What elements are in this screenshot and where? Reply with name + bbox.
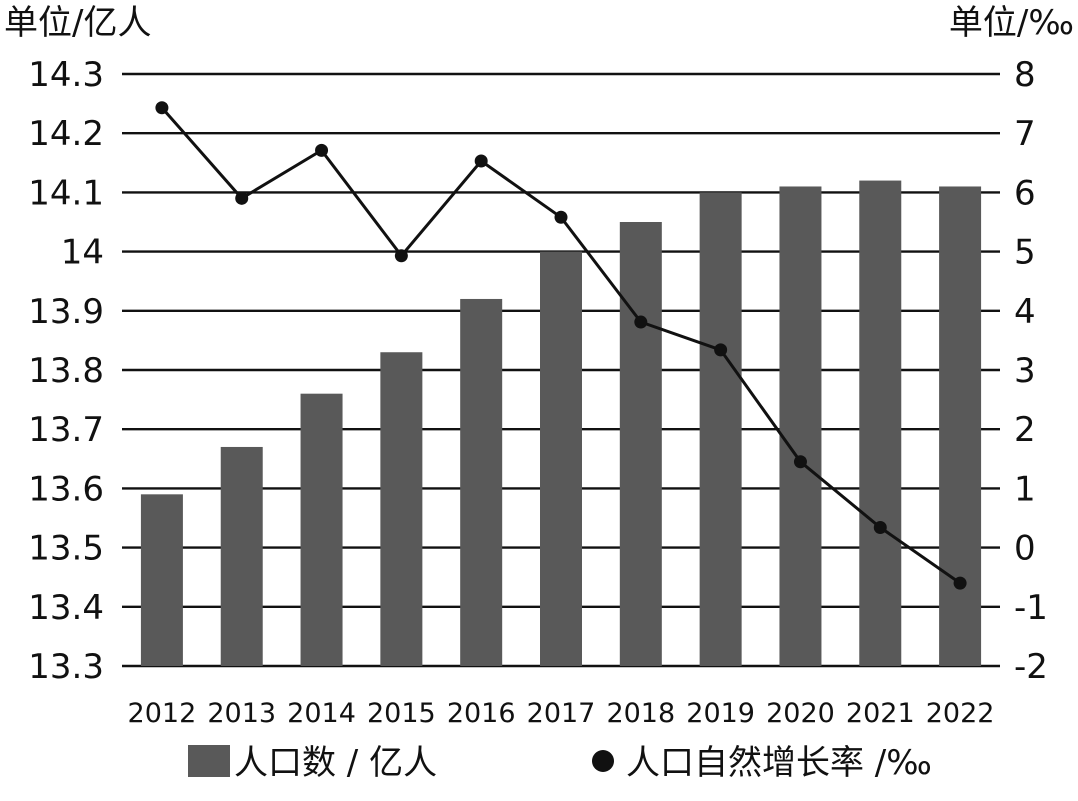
x-tick-label: 2020	[766, 698, 835, 729]
bar-2021	[859, 180, 902, 666]
legend-bar-swatch	[188, 745, 230, 777]
x-tick-label: 2017	[527, 698, 596, 729]
point-2015	[394, 249, 408, 263]
left-axis-ticks: 14.3 14.2 14.1 14 13.9 13.8 13.7 13.6 13.5 13.4 13…	[28, 55, 104, 687]
right-tick-label: 1	[1014, 469, 1036, 509]
x-tick-label: 2018	[606, 698, 675, 729]
x-tick-label: 2022	[926, 698, 995, 729]
right-axis-unit: 单位/‰	[949, 3, 1074, 43]
bar-2013	[220, 446, 263, 666]
x-axis-ticks: 2012 2013 2014 2015 2016 2017 2018 2019 2020 2021…	[128, 698, 995, 729]
bar-2017	[540, 251, 582, 666]
bar-2016	[460, 298, 503, 666]
bar-2014	[300, 393, 343, 666]
left-tick-label: 14.2	[28, 114, 104, 154]
left-tick-label: 14.3	[28, 55, 104, 95]
x-tick-label: 2012	[128, 698, 197, 729]
right-tick-label: 3	[1014, 351, 1036, 391]
bar-2018	[619, 222, 662, 666]
legend-bar-label: 人口数 / 亿人	[234, 743, 437, 783]
left-tick-label: 14	[61, 233, 104, 273]
left-tick-label: 14.1	[28, 173, 104, 213]
right-tick-label: 6	[1014, 173, 1036, 213]
right-tick-label: 4	[1014, 292, 1036, 332]
point-2019	[714, 343, 728, 357]
left-tick-label: 13.6	[28, 469, 104, 509]
growth-rate-line	[155, 101, 967, 590]
left-tick-label: 13.9	[28, 292, 104, 332]
right-tick-label: 7	[1014, 114, 1036, 154]
right-axis-ticks: 8 7 6 5 4 3 2 1 0 -1 -2	[1014, 55, 1048, 687]
x-tick-label: 2014	[287, 698, 356, 729]
x-tick-label: 2015	[367, 698, 436, 729]
bar-2019	[699, 192, 742, 666]
bar-2020	[779, 186, 822, 667]
legend-line-marker	[592, 750, 614, 772]
bar-2012	[140, 494, 183, 666]
point-2013	[235, 191, 249, 205]
point-2022	[953, 576, 967, 590]
right-tick-label: 0	[1014, 529, 1036, 569]
point-2020	[793, 455, 807, 469]
population-bars	[140, 180, 982, 667]
right-tick-label: 5	[1014, 233, 1036, 273]
left-tick-label: 13.4	[28, 588, 104, 628]
point-2016	[474, 154, 488, 168]
point-2014	[315, 143, 329, 157]
left-tick-label: 13.8	[28, 351, 104, 391]
bar-2015	[380, 352, 423, 666]
right-tick-label: -2	[1014, 647, 1048, 687]
point-2012	[155, 101, 169, 115]
point-2018	[634, 315, 648, 329]
point-2017	[554, 210, 568, 224]
legend: 人口数 / 亿人 人口自然增长率 /‰	[188, 743, 932, 783]
point-2021	[873, 520, 887, 534]
x-tick-label: 2019	[686, 698, 755, 729]
left-tick-label: 13.7	[28, 410, 104, 450]
x-tick-label: 2021	[846, 698, 915, 729]
right-tick-label: 2	[1014, 410, 1036, 450]
x-tick-label: 2016	[447, 698, 516, 729]
right-tick-label: 8	[1014, 55, 1036, 95]
left-tick-label: 13.3	[28, 647, 104, 687]
legend-line-label: 人口自然增长率 /‰	[626, 743, 932, 783]
right-tick-label: -1	[1014, 588, 1048, 628]
bar-2022	[939, 186, 982, 667]
left-axis-unit: 单位/亿人	[4, 3, 151, 43]
left-tick-label: 13.5	[28, 529, 104, 569]
x-tick-label: 2013	[207, 698, 276, 729]
